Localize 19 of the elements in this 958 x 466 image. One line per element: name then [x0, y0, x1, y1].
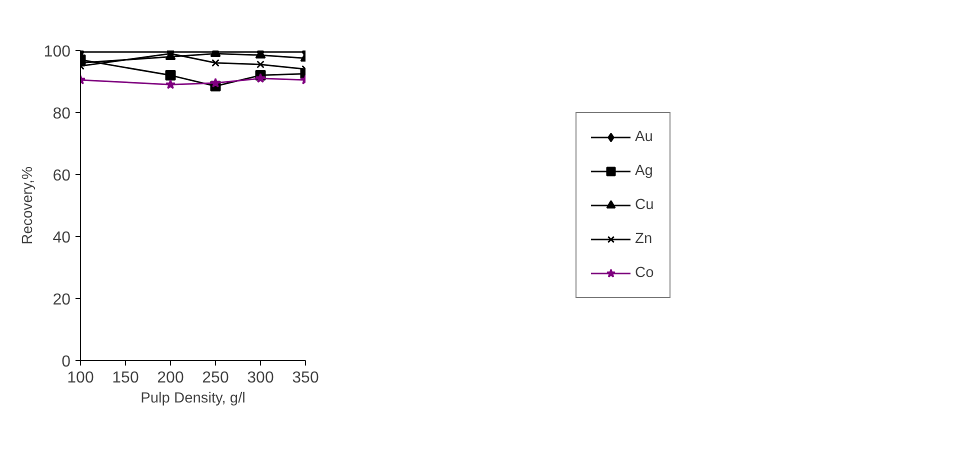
x-tick-label: 200	[157, 370, 184, 386]
legend-label: Au	[635, 129, 654, 145]
legend-label: Cu	[635, 197, 655, 213]
x-tick-label: 100	[67, 370, 94, 386]
x-tick-label: 250	[202, 370, 229, 386]
x-tick-label: 300	[247, 370, 274, 386]
y-tick-label: 20	[52, 292, 71, 308]
y-tick-label: 100	[44, 44, 71, 60]
x-axis-title: Pulp Density, g/l	[140, 390, 246, 406]
y-axis-title: Recovery,%	[20, 166, 36, 244]
x-tick-label: 150	[112, 370, 139, 386]
y-tick-label: 40	[52, 230, 71, 246]
legend-label: Ag	[635, 163, 654, 179]
x-tick-label: 350	[292, 370, 319, 386]
legend-label: Co	[635, 265, 655, 281]
y-tick-label: 60	[52, 168, 71, 184]
y-tick-label: 0	[62, 354, 71, 370]
y-tick-label: 80	[52, 106, 71, 122]
legend-label: Zn	[635, 231, 654, 247]
